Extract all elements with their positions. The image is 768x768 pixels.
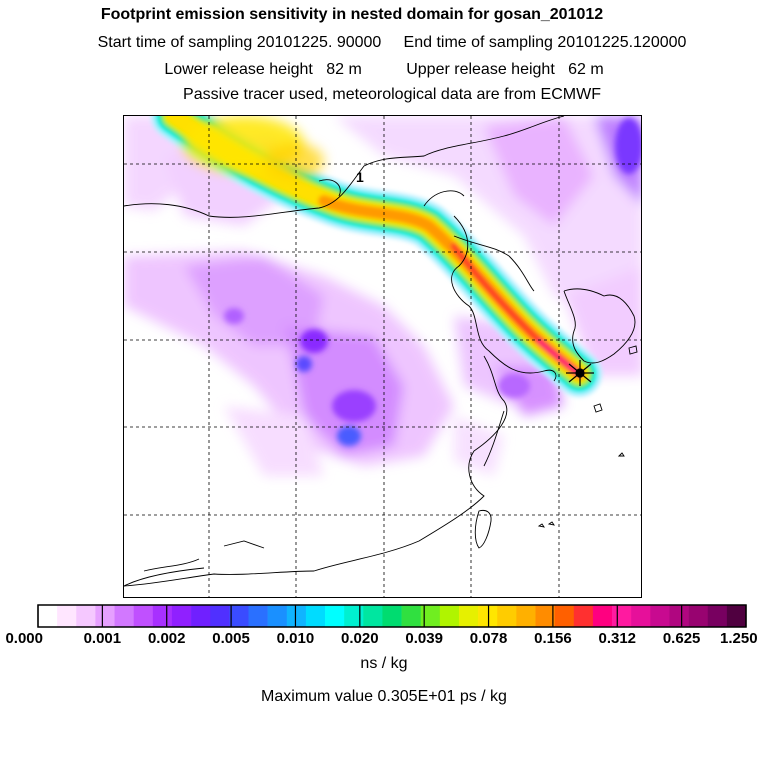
colorbar-swatch (267, 605, 288, 627)
max-value-annotation: Maximum value 0.305E+01 ps / kg (261, 688, 507, 705)
colorbar-swatch (401, 605, 422, 627)
colorbar-swatch (554, 605, 575, 627)
sampling-time-line: Start time of sampling 20101225. 90000 E… (97, 34, 687, 51)
colorbar-tick-label: 0.625 (662, 630, 701, 647)
colorbar-swatch (229, 605, 249, 627)
medium-sensitivity-spots (224, 118, 641, 446)
colorbar-swatch (631, 605, 651, 627)
footprint-map: 1 (124, 116, 641, 597)
colorbar-tick-label: 0.020 (341, 630, 379, 647)
colorbar-swatch (191, 605, 211, 627)
colorbar-swatch (516, 605, 536, 627)
colorbar-tick-label: 0.156 (534, 630, 572, 647)
colorbar-swatch (592, 605, 613, 627)
colorbar-swatch (133, 605, 154, 627)
colorbar-tick-label: 0.000 (5, 630, 43, 647)
colorbar-swatch (344, 605, 364, 627)
colorbar-swatch (669, 605, 689, 627)
colorbar-swatch (76, 605, 96, 627)
colorbar-swatch (420, 605, 441, 627)
colorbar-tick-label: 0.001 (83, 630, 122, 647)
colorbar (37, 604, 747, 628)
colorbar-swatch (363, 605, 383, 627)
colorbar-swatch (152, 605, 173, 627)
colorbar-swatch (478, 605, 498, 627)
colorbar-border (37, 604, 747, 628)
colorbar-swatch (382, 605, 402, 627)
colorbar-swatch (497, 605, 517, 627)
colorbar-swatch (573, 605, 594, 627)
colorbar-swatch (707, 605, 728, 627)
colorbar-swatch (612, 605, 632, 627)
colorbar-swatch (726, 605, 747, 627)
colorbar-swatch (535, 605, 555, 627)
colorbar-swatch (286, 605, 307, 627)
colorbar-swatch (458, 605, 479, 627)
colorbar-swatch (688, 605, 709, 627)
colorbar-swatch (57, 605, 77, 627)
colorbar-tick-label: 0.078 (469, 630, 508, 647)
colorbar-tick-label: 0.010 (276, 630, 315, 647)
colorbar-tick-label: 0.005 (212, 630, 250, 647)
colorbar-swatch (171, 605, 192, 627)
colorbar-tick-label: 0.039 (405, 630, 443, 647)
colorbar-swatch (650, 605, 670, 627)
colorbar-swatch (210, 605, 230, 627)
colorbar-swatch (305, 605, 326, 627)
chart-title: Footprint emission sensitivity in nested… (100, 6, 604, 23)
colorbar-swatch (439, 605, 460, 627)
colorbar-swatch (38, 605, 58, 627)
tracer-info-line: Passive tracer used, meteorological data… (183, 86, 601, 103)
colorbar-swatch (248, 605, 268, 627)
map-panel: 1 (123, 115, 642, 598)
release-height-line: Lower release height 82 m Upper release … (164, 61, 604, 78)
coastlines (124, 116, 638, 587)
colorbar-units: ns / kg (360, 655, 408, 672)
colorbar-tick-label: 0.312 (598, 630, 637, 647)
colorbar-tick-label: 1.250 (720, 630, 758, 647)
colorbar-swatch (95, 605, 115, 627)
colorbar-swatch (325, 605, 345, 627)
colorbar-swatch (114, 605, 134, 627)
contour-label: 1 (356, 169, 364, 185)
low-sensitivity-field (124, 116, 641, 476)
grid-lines (124, 116, 641, 597)
receptor-star-icon (566, 360, 594, 386)
colorbar-tick-label: 0.002 (147, 630, 186, 647)
